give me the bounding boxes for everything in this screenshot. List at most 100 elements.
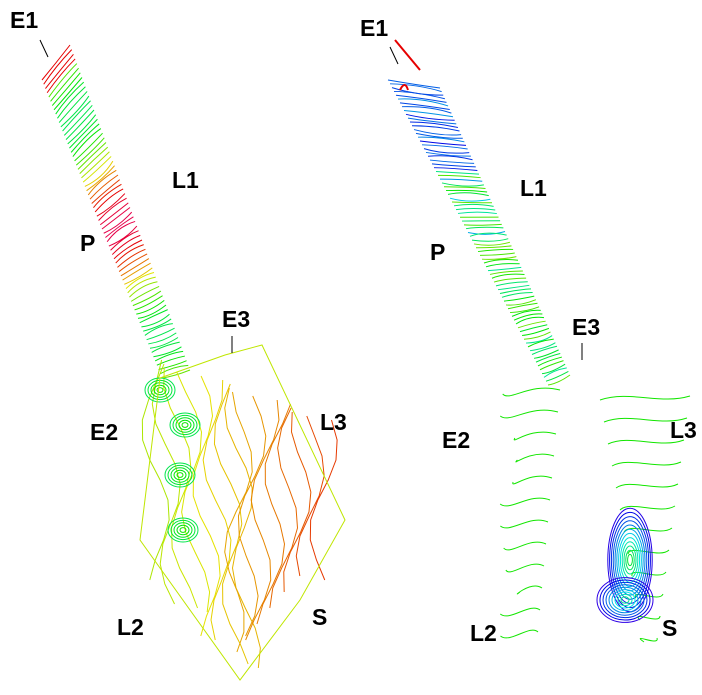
contour-line [405,113,455,121]
contour-line [505,563,545,573]
contour-line [113,239,143,260]
contour-line [421,144,468,150]
contour-line [387,79,441,89]
contour-line [170,467,190,483]
contour-line [181,422,189,428]
contour-line [69,118,98,149]
contour-line [46,58,76,94]
label: E2 [442,427,470,453]
contour-line [539,360,564,371]
contour-line [111,234,141,255]
contour-line [477,248,514,253]
contour-line [607,507,653,613]
label: L2 [117,614,144,640]
contour-line [110,230,139,251]
contour-line [433,167,478,172]
contour-line [511,309,541,317]
label: E3 [572,314,600,340]
contour-line [151,363,181,605]
contour-line [413,129,462,136]
contour-line [153,384,167,396]
contour-line [139,309,168,324]
contour-line [105,216,134,238]
label: L2 [470,620,497,646]
contour-line [94,188,124,213]
contour-line [499,497,551,507]
contour-line [269,407,298,609]
contour-line [178,419,192,431]
contour-line [96,193,126,217]
contour-line [473,241,511,246]
contour-line [621,541,639,579]
contour-line [132,290,162,307]
contour-line [515,453,555,463]
label: S [662,615,677,641]
contour-line [60,95,90,128]
contour-line [170,519,196,541]
label: E1 [10,7,38,33]
contour-line [427,155,473,161]
contour-line [149,337,179,349]
contour-line [499,607,541,617]
contour-line [525,335,553,344]
contour-line [256,403,292,625]
contour-line [67,114,97,145]
label: L3 [670,417,697,443]
contour-line [419,140,467,146]
contour-line [154,350,184,362]
contour-line [441,182,484,187]
contour-line [503,295,535,302]
contour-line [158,360,187,370]
contour-line [118,253,148,272]
contour-line [411,125,460,132]
label: E3 [222,306,250,332]
label: L1 [520,175,547,201]
contour-line [57,86,86,119]
contour-line [471,238,509,242]
contour-line [608,586,642,614]
contour-line [449,197,491,202]
contour-line [43,49,73,85]
contour-line [82,156,112,183]
contour-line [389,83,442,93]
contour-line [455,208,496,211]
contour-line [479,252,515,256]
contour-line [637,615,661,621]
contour-line [527,338,554,348]
contour-line [500,519,549,529]
contour-line [451,201,493,204]
contour-line [143,318,172,332]
contour-line [614,591,636,609]
contour-line [62,100,91,132]
contour-line [529,342,556,352]
contour-line [55,81,85,115]
contour-line [176,472,184,478]
contour-line [535,352,561,363]
contour-line [491,273,525,279]
contour-line [125,272,155,289]
contour-line [130,285,160,302]
contour-line [141,359,170,581]
contour-line [423,148,470,154]
contour-line [397,98,449,107]
contour-line [86,165,115,192]
contour-line [429,159,475,164]
contour-line [611,461,682,467]
contour-line [499,409,559,419]
contour-line [129,281,158,298]
contour-line [619,505,676,511]
contour-line [134,295,163,311]
contour-line [63,105,93,136]
contour-line [139,344,346,681]
contour-line [93,183,122,209]
contour-line [415,132,463,139]
contour-line [156,355,185,366]
contour-line [87,169,117,196]
contour-line [245,399,280,641]
contour-line [213,383,249,665]
contour-line [465,226,504,230]
contour-line [50,67,79,102]
contour-line [501,291,533,298]
contour-line [505,299,537,306]
contour-line [599,579,651,621]
